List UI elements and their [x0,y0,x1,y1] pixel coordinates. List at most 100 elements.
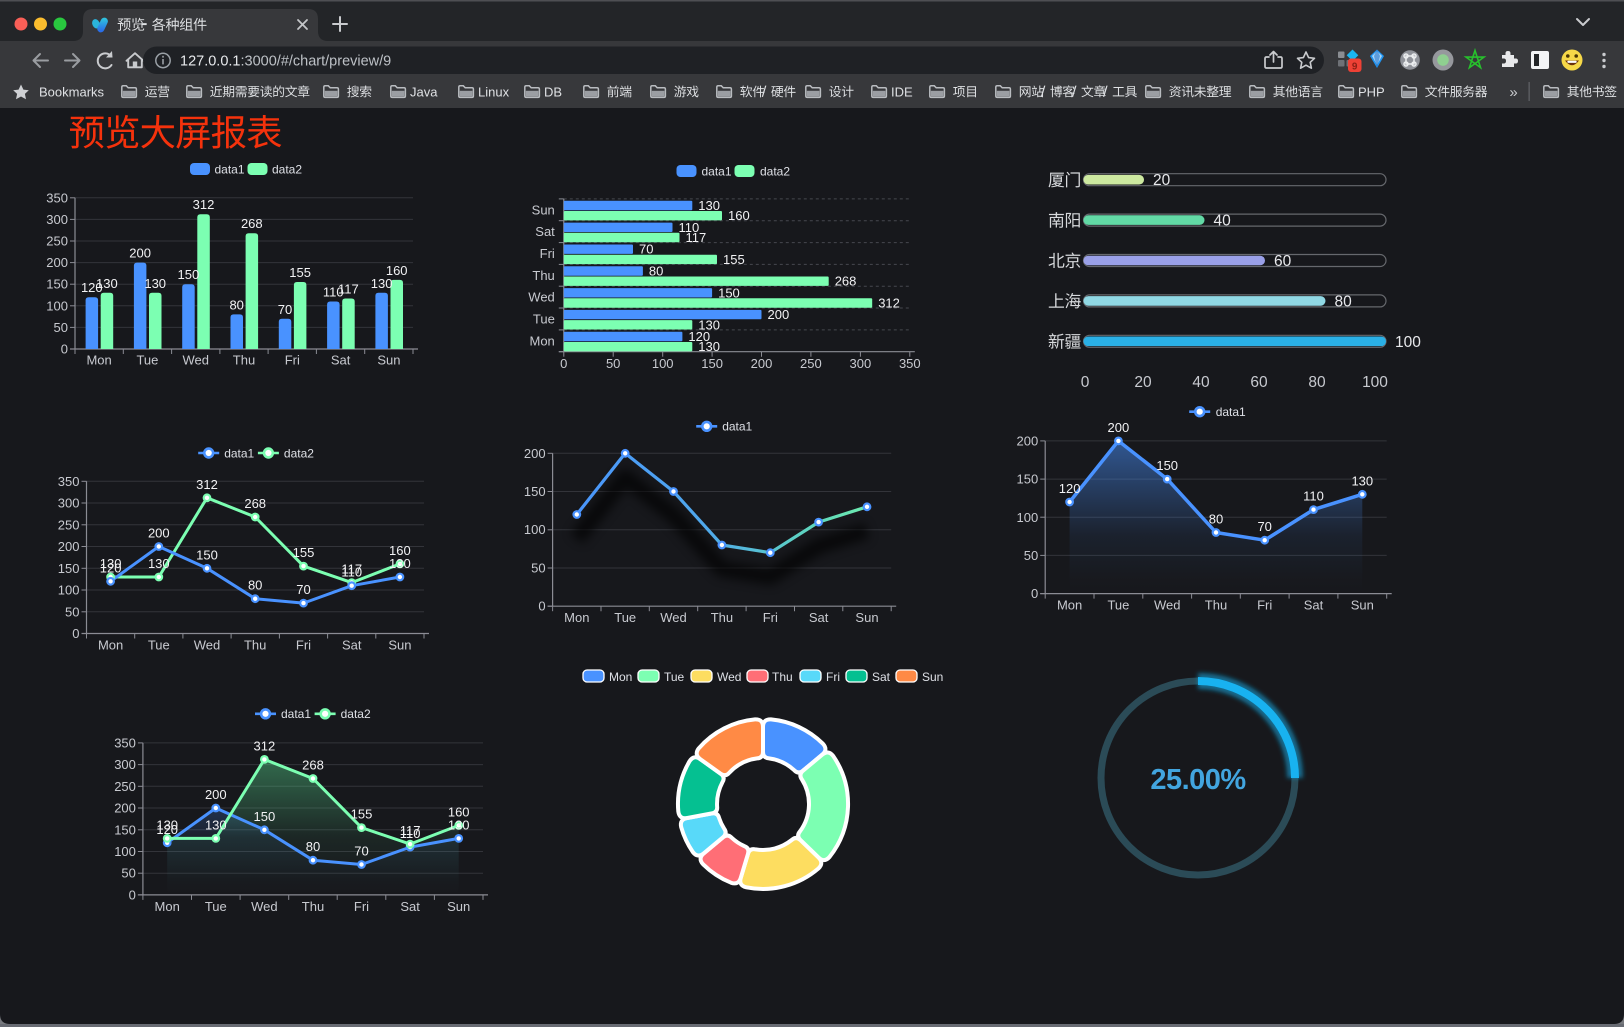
svg-text:Sun: Sun [447,899,470,914]
svg-text:268: 268 [244,496,266,511]
svg-text:data1: data1 [722,420,752,434]
svg-text:120: 120 [156,822,178,837]
svg-text:Fri: Fri [1257,598,1272,613]
svg-text:200: 200 [58,539,80,554]
svg-text:DB: DB [544,85,562,100]
svg-text:Sat: Sat [331,352,351,367]
svg-text:Wed: Wed [1154,598,1181,613]
svg-text:0: 0 [538,599,545,614]
svg-text:200: 200 [768,307,790,322]
svg-text:150: 150 [718,285,740,300]
svg-text:Thu: Thu [772,670,793,684]
svg-text:Linux: Linux [478,85,510,100]
svg-text:Sat: Sat [535,224,555,239]
svg-text:130: 130 [371,276,393,291]
svg-text:250: 250 [114,779,136,794]
svg-text:Mon: Mon [530,333,555,348]
svg-text:Mon: Mon [155,899,180,914]
svg-text:Fri: Fri [354,899,369,914]
svg-text:350: 350 [46,190,68,205]
svg-text:300: 300 [114,757,136,772]
svg-text:Fri: Fri [540,246,555,261]
svg-text:60: 60 [1274,253,1292,270]
svg-text:9: 9 [1352,61,1358,72]
svg-text:130: 130 [389,556,411,571]
svg-text:Thu: Thu [302,899,324,914]
svg-text:data2: data2 [272,162,302,176]
svg-text:80: 80 [306,839,320,854]
svg-text:Tue: Tue [664,670,685,684]
svg-text:0: 0 [129,887,136,902]
svg-text:Thu: Thu [532,268,554,283]
svg-text:80: 80 [248,578,262,593]
svg-text:50: 50 [531,561,545,576]
svg-text:Thu: Thu [1205,598,1227,613]
svg-text:100: 100 [1016,510,1038,525]
svg-text:130: 130 [448,817,470,832]
svg-text:130: 130 [698,317,720,332]
svg-text:Tue: Tue [205,899,227,914]
svg-text:160: 160 [448,804,470,819]
svg-text:Sat: Sat [872,670,891,684]
svg-text:130: 130 [96,276,118,291]
svg-text:Wed: Wed [251,899,278,914]
svg-text:130: 130 [698,198,720,213]
svg-text:0: 0 [72,626,79,641]
svg-text:IDE: IDE [891,85,913,100]
svg-text:100: 100 [46,298,68,313]
svg-text:150: 150 [196,547,218,562]
svg-text:70: 70 [296,582,310,597]
svg-text:Tue: Tue [136,352,158,367]
svg-text:Tue: Tue [148,638,170,653]
svg-text:data1: data1 [1216,405,1246,419]
svg-text:»: » [1509,84,1517,101]
svg-text:80: 80 [1308,374,1326,391]
svg-text:70: 70 [278,302,292,317]
svg-text:70: 70 [354,844,368,859]
svg-text:200: 200 [46,255,68,270]
svg-text:Sun: Sun [532,202,555,217]
svg-text:Wed: Wed [717,670,741,684]
svg-text:40: 40 [1192,374,1210,391]
svg-text:data2: data2 [284,446,314,460]
svg-text:155: 155 [293,545,315,560]
svg-text:200: 200 [129,246,151,261]
svg-text:200: 200 [114,801,136,816]
svg-text:70: 70 [1257,519,1271,534]
svg-text:300: 300 [46,212,68,227]
svg-text:data1: data1 [281,707,311,721]
svg-text:268: 268 [302,758,324,773]
svg-text:300: 300 [850,356,872,371]
svg-text:Sun: Sun [922,670,943,684]
svg-text:110: 110 [679,220,700,235]
svg-text:120: 120 [100,560,122,575]
svg-text:350: 350 [58,474,80,489]
svg-text:250: 250 [800,356,822,371]
svg-text:Wed: Wed [194,638,221,653]
svg-text:0: 0 [1031,586,1038,601]
svg-text:data2: data2 [341,707,371,721]
svg-text:Sun: Sun [388,638,411,653]
svg-text:150: 150 [524,484,546,499]
svg-text:80: 80 [1335,293,1353,310]
svg-text:120: 120 [1059,481,1081,496]
svg-text:110: 110 [1303,489,1324,504]
svg-text:117: 117 [338,282,359,297]
svg-text:200: 200 [1016,433,1038,448]
svg-text:Thu: Thu [244,638,266,653]
svg-text:200: 200 [751,356,773,371]
svg-text:25.00%: 25.00% [1150,764,1246,796]
svg-text:117: 117 [686,230,707,245]
svg-text:350: 350 [114,735,136,750]
svg-text:200: 200 [148,526,170,541]
svg-text:312: 312 [878,296,900,311]
svg-text:0: 0 [1081,374,1090,391]
svg-text:Wed: Wed [528,290,555,305]
svg-text:160: 160 [386,263,408,278]
svg-text:100: 100 [58,583,80,598]
svg-text:150: 150 [254,809,276,824]
svg-text:50: 50 [121,866,135,881]
svg-text:268: 268 [835,274,857,289]
svg-text:350: 350 [899,356,921,371]
svg-text:130: 130 [205,817,227,832]
